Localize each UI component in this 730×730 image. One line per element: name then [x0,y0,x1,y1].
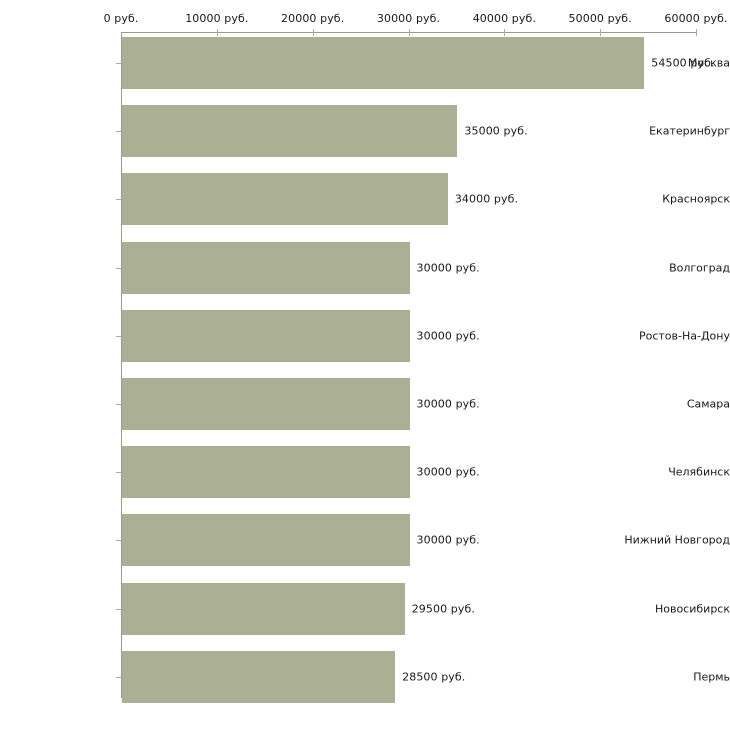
value-axis-tick [504,29,506,36]
category-label: Волгоград [669,261,730,275]
bar[interactable] [122,309,410,362]
category-axis-tick [116,199,121,200]
category-axis-tick [116,268,121,269]
value-axis-tick-label: 10000 руб. [185,12,249,25]
value-axis-tick [312,29,314,36]
bar-value-label: 30000 руб. [416,329,480,343]
bar-value-label: 29500 руб. [411,602,475,616]
bar-value-label: 30000 руб. [416,261,480,275]
category-axis-tick [116,609,121,610]
category-axis-tick [116,677,121,678]
category-axis-tick [116,63,121,64]
bar[interactable] [122,446,410,499]
category-label: Екатеринбург [649,124,730,138]
category-label: Новосибирск [654,602,730,616]
bar[interactable] [122,650,396,703]
category-axis-tick [116,336,121,337]
value-axis-tick-label: 40000 руб. [472,12,536,25]
bar[interactable] [122,378,410,430]
value-axis-tick-label: 20000 руб. [281,12,345,25]
bar[interactable] [122,582,405,635]
bar-value-label: 28500 руб. [402,670,466,684]
value-axis-tick-label: 30000 руб. [376,12,441,25]
bar-value-label: 30000 руб. [416,397,480,411]
value-axis-tick [408,29,410,36]
category-label: Нижний Новгород [624,533,730,547]
bar-value-label: 30000 руб. [416,533,480,547]
bar[interactable] [122,241,410,294]
category-label: Москва [687,56,730,70]
bar-value-label: 35000 руб. [464,124,528,138]
bar-value-label: 30000 руб. [416,465,480,479]
bar[interactable] [122,37,645,89]
category-axis-tick [116,404,121,405]
category-label: Красноярск [662,192,730,206]
value-axis-tick-label: 50000 руб. [568,12,632,25]
category-label: Пермь [693,670,730,684]
bar-value-label: 54500 руб. [651,56,715,70]
bar[interactable] [122,514,410,567]
category-axis-tick [116,472,121,473]
value-axis-tick [696,29,697,36]
category-label: Ростов-На-Дону [638,329,730,343]
bar-value-label: 34000 руб. [454,192,519,206]
category-axis-tick [116,131,121,132]
category-axis-tick [116,540,121,541]
bar[interactable] [122,173,448,226]
value-axis-tick-label: 0 руб. [103,12,139,25]
category-label: Самара [686,397,730,411]
value-axis-tick [600,29,602,36]
value-axis-tick-label: 60000 руб. [664,12,728,25]
category-axis-line [121,32,122,698]
bar[interactable] [122,105,458,158]
value-axis-tick [216,29,218,36]
category-label: Челябинск [668,465,730,479]
